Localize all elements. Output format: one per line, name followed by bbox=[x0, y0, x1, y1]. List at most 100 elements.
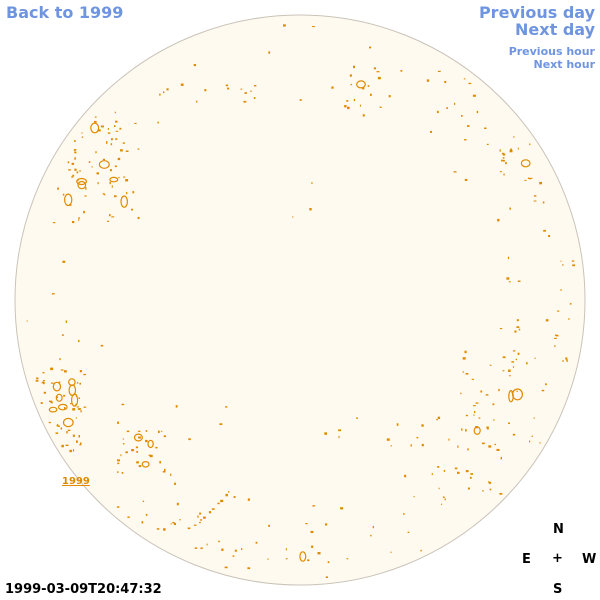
feature-dot bbox=[565, 357, 568, 360]
feature-dot bbox=[159, 93, 161, 96]
feature-dot bbox=[312, 505, 316, 507]
feature-ring bbox=[299, 551, 307, 562]
feature-dot bbox=[324, 432, 327, 435]
feature-dot bbox=[367, 85, 370, 87]
feature-dot bbox=[62, 260, 66, 263]
feature-dot bbox=[137, 216, 140, 220]
feature-dot bbox=[126, 191, 128, 195]
feature-dot bbox=[36, 377, 39, 380]
next-day-link[interactable]: Next day bbox=[515, 20, 595, 39]
feature-dot bbox=[486, 426, 489, 429]
feature-ring bbox=[57, 403, 68, 411]
feature-ring bbox=[77, 180, 87, 190]
feature-dot bbox=[197, 515, 199, 518]
feature-dot bbox=[247, 567, 251, 570]
feature-dot bbox=[508, 369, 511, 372]
feature-dot bbox=[516, 319, 519, 322]
feature-dot bbox=[74, 140, 76, 142]
feature-dot bbox=[467, 125, 470, 127]
feature-dot bbox=[376, 71, 380, 73]
feature-dot bbox=[562, 360, 564, 362]
feature-dot bbox=[292, 216, 294, 218]
feature-dot bbox=[346, 558, 349, 560]
feature-dot bbox=[135, 446, 138, 449]
feature-dot bbox=[442, 496, 445, 498]
feature-dot bbox=[206, 543, 208, 546]
feature-dot bbox=[533, 417, 535, 419]
feature-dot bbox=[193, 64, 196, 67]
feature-dot bbox=[512, 350, 516, 352]
feature-dot bbox=[74, 157, 76, 160]
feature-dot bbox=[51, 293, 55, 295]
feature-dot bbox=[530, 177, 533, 179]
feature-dot bbox=[81, 132, 83, 134]
feature-dot bbox=[158, 430, 160, 433]
feature-dot bbox=[268, 51, 271, 54]
feature-dot bbox=[310, 530, 314, 533]
feature-dot bbox=[58, 381, 61, 383]
feature-dot bbox=[465, 470, 469, 473]
next-hour-link[interactable]: Next hour bbox=[533, 58, 596, 71]
feature-dot bbox=[137, 148, 140, 150]
feature-dot bbox=[142, 500, 145, 502]
feature-dot bbox=[188, 438, 191, 441]
feature-dot bbox=[338, 429, 341, 432]
feature-dot bbox=[194, 547, 198, 549]
feature-dot bbox=[243, 100, 247, 103]
feature-ring bbox=[356, 80, 366, 89]
feature-dot bbox=[464, 350, 467, 354]
feature-dot bbox=[111, 138, 113, 141]
previous-hour-link[interactable]: Previous hour bbox=[508, 45, 595, 58]
feature-dot bbox=[571, 260, 575, 262]
feature-dot bbox=[506, 277, 510, 280]
feature-dot bbox=[457, 445, 459, 448]
feature-dot bbox=[64, 370, 67, 373]
feature-dot bbox=[325, 576, 328, 578]
feature-dot bbox=[467, 448, 469, 451]
feature-dot bbox=[187, 527, 191, 530]
feature-dot bbox=[50, 367, 54, 371]
feature-dot bbox=[102, 193, 105, 195]
feature-dot bbox=[457, 471, 460, 474]
feature-dot bbox=[121, 472, 124, 474]
previous-day-link[interactable]: Previous day bbox=[478, 3, 595, 22]
feature-dot bbox=[349, 74, 352, 77]
feature-dot bbox=[377, 76, 381, 80]
feature-dot bbox=[443, 469, 446, 472]
feature-dot bbox=[71, 162, 74, 165]
feature-dot bbox=[527, 177, 530, 179]
feature-dot bbox=[225, 84, 229, 87]
feature-dot bbox=[472, 94, 476, 97]
feature-dot bbox=[78, 397, 80, 399]
feature-dot bbox=[502, 157, 505, 159]
feature-dot bbox=[489, 488, 492, 491]
feature-dot bbox=[240, 88, 243, 90]
feature-dot bbox=[416, 436, 419, 439]
feature-dot bbox=[196, 100, 198, 103]
feature-dot bbox=[350, 83, 352, 86]
feature-dot bbox=[299, 99, 302, 101]
feature-dot bbox=[463, 78, 466, 80]
feature-dot bbox=[566, 359, 568, 362]
feature-dot bbox=[524, 179, 527, 181]
feature-dot bbox=[453, 171, 457, 173]
feature-dot bbox=[512, 433, 516, 436]
feature-dot bbox=[179, 519, 181, 521]
feature-dot bbox=[200, 519, 203, 521]
feature-dot bbox=[340, 507, 344, 510]
feature-dot bbox=[100, 125, 104, 128]
feature-dot bbox=[73, 149, 76, 152]
feature-dot bbox=[203, 516, 206, 519]
feature-dot bbox=[247, 498, 250, 501]
feature-dot bbox=[49, 400, 52, 403]
back-to-year-link[interactable]: Back to 1999 bbox=[6, 3, 124, 22]
feature-ring bbox=[76, 177, 87, 186]
feature-dot bbox=[234, 549, 237, 552]
feature-dot bbox=[125, 150, 129, 152]
feature-dot bbox=[69, 449, 72, 453]
feature-dot bbox=[492, 403, 495, 406]
feature-dot bbox=[421, 443, 424, 447]
feature-dot bbox=[163, 528, 166, 531]
region-year-link[interactable]: 1999 bbox=[62, 476, 90, 487]
feature-ring bbox=[511, 388, 523, 401]
